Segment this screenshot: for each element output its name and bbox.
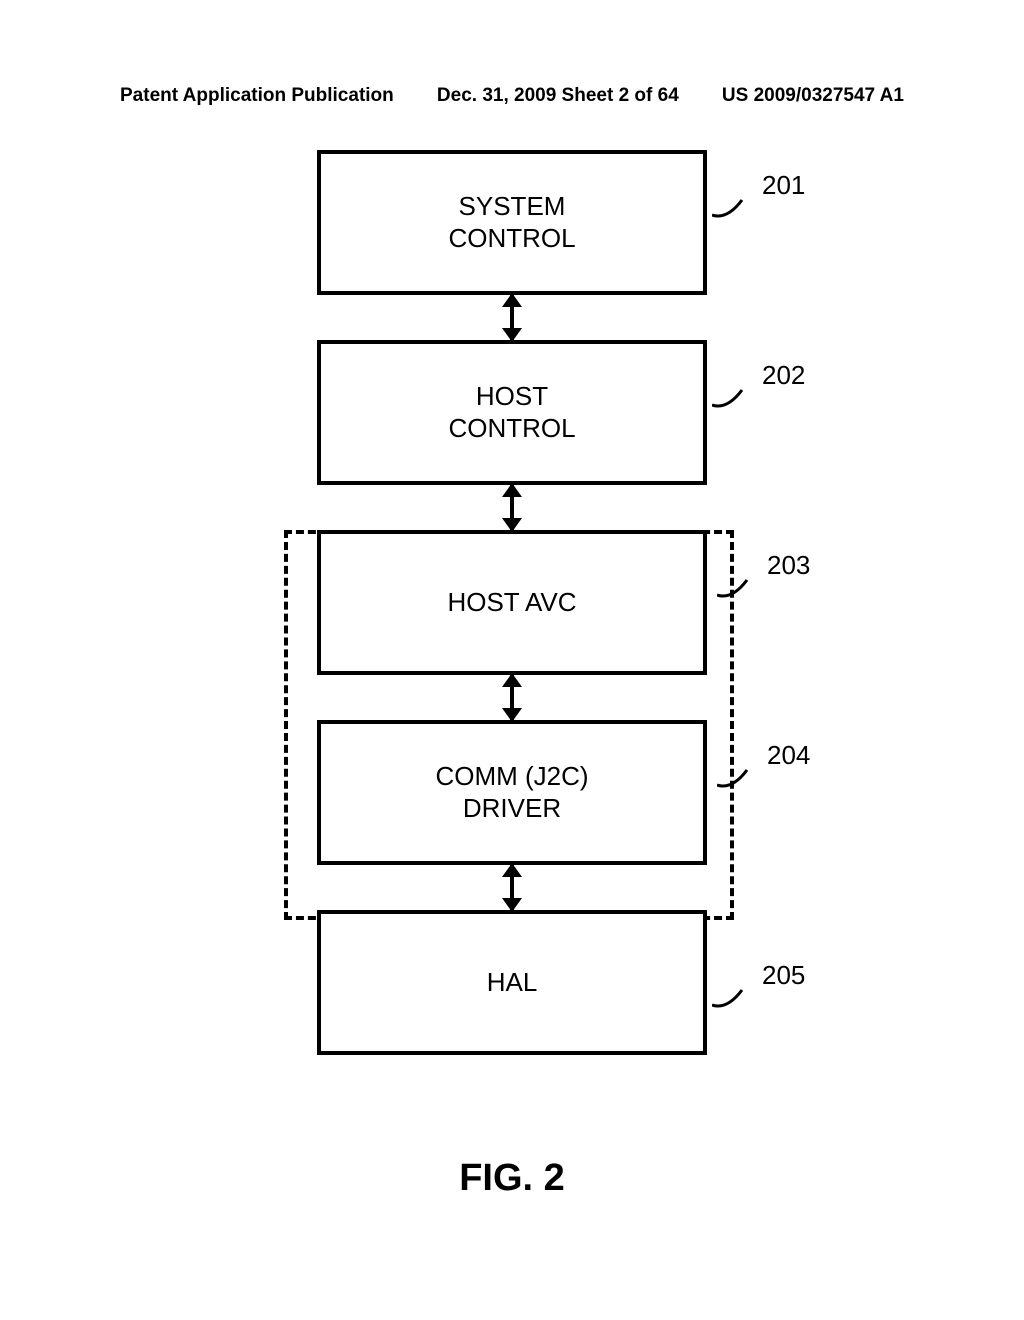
box-comm-driver: COMM (J2C) DRIVER [317, 720, 707, 865]
ref-label-201: 201 [762, 170, 805, 201]
box-hal: HAL [317, 910, 707, 1055]
box-label: HOST AVC [447, 587, 576, 618]
box-host-avc: HOST AVC [317, 530, 707, 675]
header-center: Dec. 31, 2009 Sheet 2 of 64 [437, 85, 679, 107]
arrow-icon [510, 865, 514, 910]
arrow-icon [510, 295, 514, 340]
ref-label-204: 204 [767, 740, 810, 771]
ref-label-203: 203 [767, 550, 810, 581]
lead-line-icon [712, 195, 752, 220]
lead-line-icon [712, 385, 752, 410]
figure-caption: FIG. 2 [459, 1157, 565, 1200]
page-header: Patent Application Publication Dec. 31, … [0, 85, 1024, 107]
ref-label-205: 205 [762, 960, 805, 991]
lead-line-icon [712, 985, 752, 1010]
header-right: US 2009/0327547 A1 [722, 85, 904, 107]
box-label: HOST CONTROL [448, 381, 575, 443]
box-host-control: HOST CONTROL [317, 340, 707, 485]
ref-label-202: 202 [762, 360, 805, 391]
header-left: Patent Application Publication [120, 85, 394, 107]
box-label: COMM (J2C) DRIVER [435, 761, 588, 823]
box-label: HAL [487, 967, 538, 998]
arrow-icon [510, 485, 514, 530]
diagram: SYSTEM CONTROL HOST CONTROL HOST AVC COM… [162, 150, 862, 1055]
box-system-control: SYSTEM CONTROL [317, 150, 707, 295]
box-label: SYSTEM CONTROL [448, 191, 575, 253]
arrow-icon [510, 675, 514, 720]
